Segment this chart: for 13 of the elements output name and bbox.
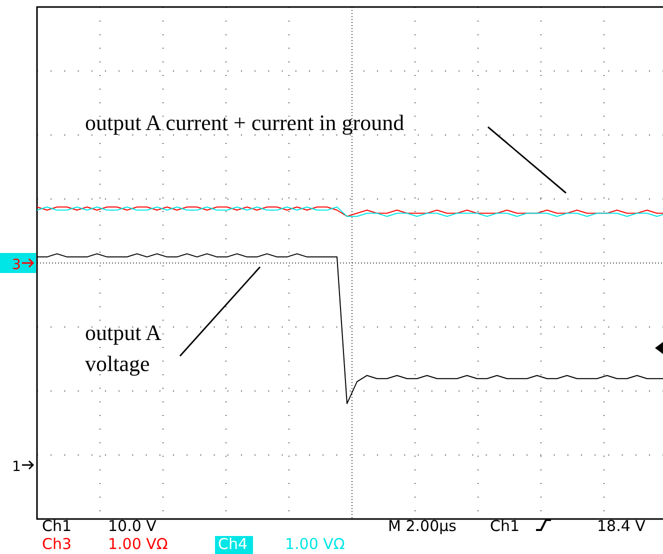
annotation: output A voltage [85, 320, 162, 376]
annotation: Ch1 [490, 517, 520, 535]
annotation: 10.0 V [108, 517, 158, 535]
annotation: Ch1 [42, 517, 72, 535]
annotation: M 2.00µs [388, 517, 457, 535]
text: 3 [12, 257, 21, 273]
annotation: 18.4 V [597, 517, 646, 535]
text: output A current + current in ground [85, 110, 404, 135]
text: 1 [12, 459, 21, 475]
text: Ch4 [218, 535, 248, 553]
text: Ch3 [42, 535, 72, 553]
text: 1.00 VΩ [285, 535, 345, 553]
text: 1.00 VΩ [108, 535, 168, 553]
